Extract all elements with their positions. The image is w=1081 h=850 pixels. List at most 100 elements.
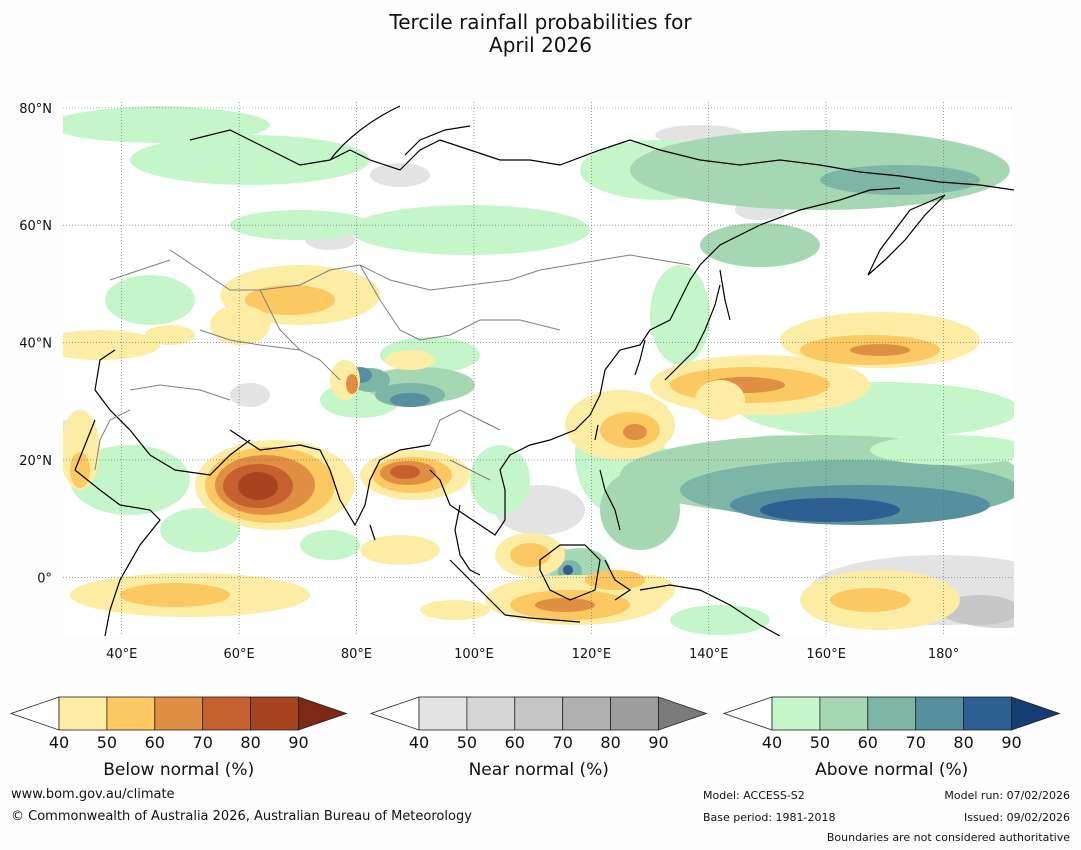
model-run-text: Model run: 07/02/2026 xyxy=(944,789,1070,802)
colorbar-segment xyxy=(610,696,659,731)
latitude-label: 0° xyxy=(37,571,52,586)
above-probability-area xyxy=(700,223,820,267)
above-normal-colorbar: 40 50 60 70 80 90 Above normal (%) xyxy=(722,696,1061,780)
colorbar-segment xyxy=(867,696,917,731)
colorbar-tick-label: 90 xyxy=(648,733,668,752)
longitude-label: 40°E xyxy=(106,647,137,662)
coastline xyxy=(404,125,471,156)
copyright-text: © Commonwealth of Australia 2026, Austra… xyxy=(11,809,472,824)
colorbar-segment xyxy=(106,696,156,731)
longitude-label: 160°E xyxy=(806,647,846,662)
boundaries-disclaimer: Boundaries are not considered authoritat… xyxy=(826,831,1070,844)
latitude-label: 40°N xyxy=(19,337,52,352)
above-probability-area xyxy=(470,445,530,515)
colorbar-segment xyxy=(514,696,564,731)
colorbar-low-extend xyxy=(9,696,60,731)
longitude-label: 100°E xyxy=(454,647,494,662)
colorbar-high-extend xyxy=(658,696,708,731)
colorbar-tick-label: 80 xyxy=(240,733,260,752)
coastline xyxy=(499,264,701,520)
colorbar-segment xyxy=(915,696,965,731)
latitude-label: 60°N xyxy=(19,219,52,234)
colorbar-tick-label: 90 xyxy=(288,733,308,752)
below-probability-area xyxy=(70,452,90,488)
below-probability-area xyxy=(63,330,160,360)
country-border xyxy=(169,249,691,291)
country-border xyxy=(129,384,231,401)
base-period-text: Base period: 1981-2018 xyxy=(703,811,836,824)
below-probability-area xyxy=(145,325,195,345)
coastline xyxy=(634,339,646,376)
above-probability-area xyxy=(563,565,573,575)
below-probability-area xyxy=(535,598,595,612)
coastline xyxy=(74,469,161,636)
country-border xyxy=(199,329,301,351)
model-text: Model: ACCESS-S2 xyxy=(703,789,805,802)
longitude-label: 120°E xyxy=(572,647,612,662)
colorbar-segment xyxy=(466,696,516,731)
coastline xyxy=(229,429,431,527)
below-probability-area xyxy=(360,535,440,565)
country-border xyxy=(429,409,501,446)
longitude-labels: 40°E 60°E 80°E 100°E 120°E 140°E 160°E 180° xyxy=(106,647,959,662)
colorbar-tick-label: 50 xyxy=(97,733,117,752)
colorbar-segment xyxy=(819,696,869,731)
country-border xyxy=(109,259,171,281)
longitude-label: 80°E xyxy=(341,647,372,662)
above-probability-area xyxy=(63,107,270,143)
coastline xyxy=(604,559,632,601)
coastline xyxy=(719,269,731,321)
colorbar-tick-label: 70 xyxy=(193,733,213,752)
below-probability-area xyxy=(830,588,910,612)
country-border xyxy=(94,409,131,471)
graticule-layer xyxy=(63,102,1014,636)
colorbar-tick-label: 50 xyxy=(810,733,830,752)
colorbar-tick-label: 60 xyxy=(145,733,165,752)
above-probability-area xyxy=(70,445,190,515)
longitude-label: 60°E xyxy=(223,647,254,662)
coastline xyxy=(594,424,599,441)
country-border xyxy=(449,459,491,481)
colorbar-tick-label: 40 xyxy=(409,733,429,752)
below-probability-area xyxy=(210,305,270,345)
coastline xyxy=(449,559,506,616)
coastline xyxy=(504,614,581,623)
colorbar-low-extend xyxy=(369,696,420,731)
map-title-line1: Tercile rainfall probabilities for xyxy=(389,10,692,34)
colorbar-tick-label: 90 xyxy=(1001,733,1021,752)
above-probability-area xyxy=(650,265,710,365)
coastline xyxy=(639,584,781,636)
colorbar-legends: 40 50 60 70 80 90 Below normal (%) 40 50 60 70 80 90… xyxy=(9,696,1061,780)
near-probability-area xyxy=(230,383,270,407)
below-probability-area xyxy=(346,374,358,394)
colorbar-high-extend xyxy=(1011,696,1061,731)
map-title-line2: April 2026 xyxy=(489,33,592,57)
below-probability-area xyxy=(245,285,335,315)
below-probability-area xyxy=(238,472,278,500)
probability-field-layer xyxy=(63,106,1014,635)
coastline xyxy=(867,194,946,276)
coastline xyxy=(369,524,376,541)
above-probability-area xyxy=(300,530,360,560)
below-normal-colorbar: 40 50 60 70 80 90 Below normal (%) xyxy=(9,696,348,780)
above-probability-area xyxy=(130,135,370,185)
website-text: www.bom.gov.au/climate xyxy=(11,787,175,802)
colorbar-segment xyxy=(154,696,204,731)
coastline-layer xyxy=(74,105,1014,636)
coastline xyxy=(454,504,481,576)
country-border xyxy=(359,264,561,341)
below-probability-area xyxy=(420,600,490,620)
below-probability-area xyxy=(120,583,230,607)
coastline xyxy=(329,105,401,161)
above-probability-area xyxy=(390,393,430,407)
colorbar-tick-label: 70 xyxy=(906,733,926,752)
colorbar-segment xyxy=(202,696,251,731)
coastline xyxy=(664,284,721,381)
below-probability-area xyxy=(850,344,910,356)
longitude-label: 140°E xyxy=(689,647,729,662)
colorbar-high-extend xyxy=(298,696,348,731)
above-probability-area xyxy=(760,498,900,522)
coastline xyxy=(94,389,251,476)
colorbar-tick-label: 40 xyxy=(762,733,782,752)
coastline xyxy=(429,469,506,536)
